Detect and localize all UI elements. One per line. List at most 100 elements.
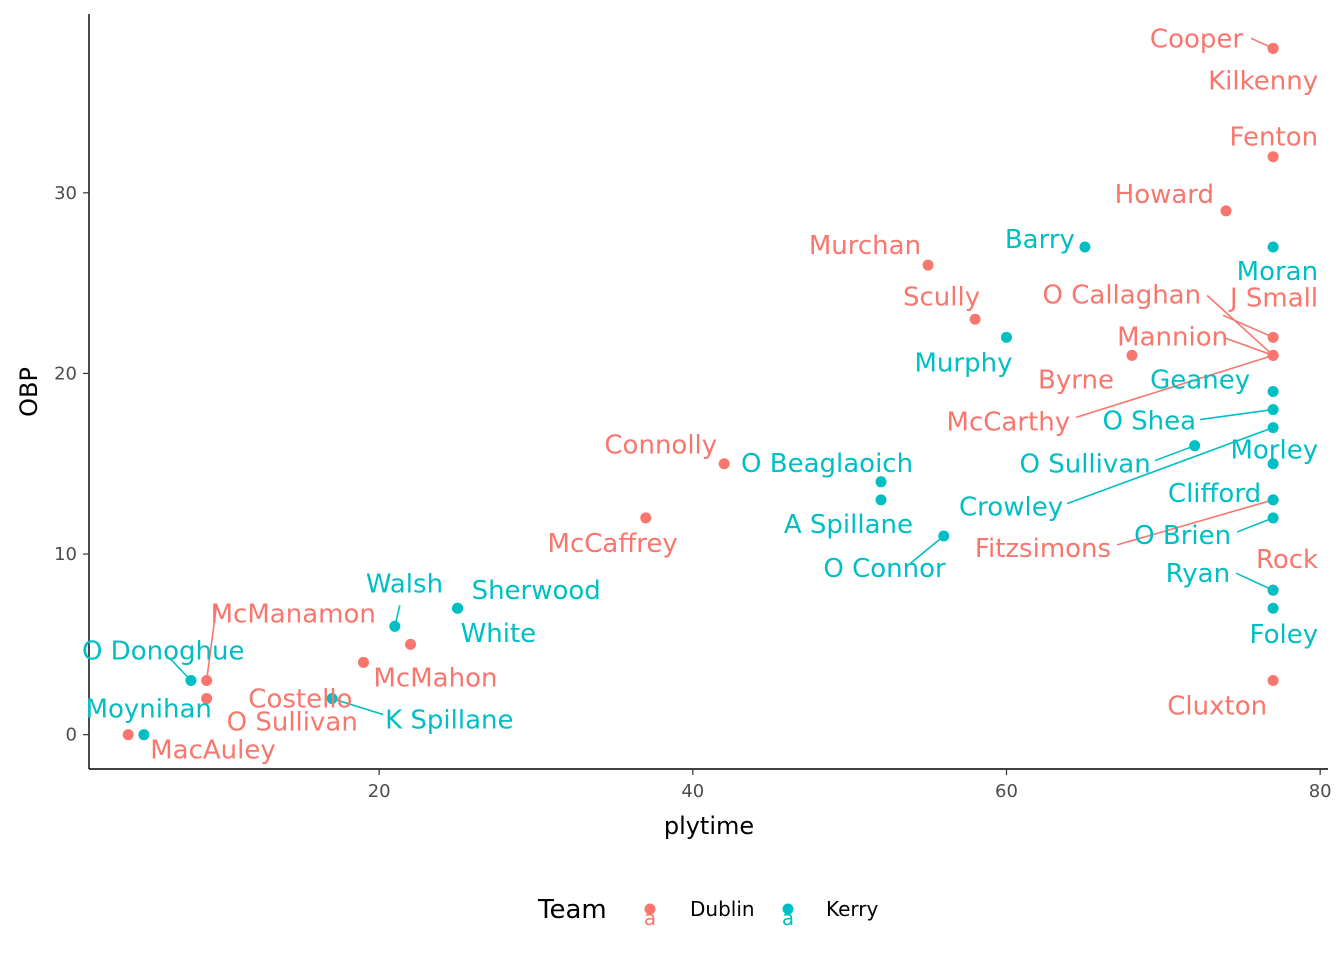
data-point [1126,349,1138,361]
point-label: Walsh [366,569,443,599]
data-point [1267,151,1279,163]
data-point [1267,349,1279,361]
point-label: Morley [1230,436,1318,466]
legend-key-point [644,903,656,915]
point-label: Moynihan [86,695,212,725]
data-point [1267,494,1279,506]
point-label: McMahon [374,663,498,693]
x-tick-label: 80 [1309,781,1332,802]
point-label: McCarthy [947,407,1071,437]
data-point [640,512,652,524]
point-label: Connolly [604,431,717,461]
label-connector [1116,499,1274,546]
point-label: Fenton [1230,123,1319,153]
label-connector [331,697,384,716]
data-point [357,656,369,668]
legend-key-glyph: a [782,906,794,930]
x-tick-label: 20 [368,781,391,802]
data-point [138,729,150,741]
point-label: Kilkenny [1208,66,1318,96]
x-axis-title: plytime [664,812,754,840]
label-connector [1236,517,1274,533]
y-tick-label: 0 [66,725,77,746]
data-point [1220,205,1232,217]
point-label: Murchan [809,231,921,261]
point-label: O Beaglaoich [741,449,913,479]
data-point [1267,241,1279,253]
data-point [1000,331,1012,343]
point-labels: Cooper Kilkenny Fenton Howard Murchan Scully O… [82,24,1318,765]
data-point [201,674,213,686]
legend-key-glyph: a [644,906,656,930]
legend-label: Kerry [826,897,879,921]
data-point [969,313,981,325]
y-axis-title: OBP [15,367,43,417]
point-label: Costello [248,684,352,714]
label-connector [1066,426,1274,505]
data-point [938,530,950,542]
x-tick-label: 60 [995,781,1018,802]
point-label: O Sullivan [1020,450,1151,480]
label-connector [1199,408,1274,421]
point-label: A Spillane [784,510,913,540]
data-point [1267,458,1279,470]
legend-label: Dublin [690,897,755,921]
legend: Team a Dublin a Kerry [537,895,879,930]
data-point [1267,386,1279,397]
data-point [875,476,887,488]
label-connector [1075,354,1274,419]
data-point [1267,331,1279,343]
point-label: McManamon [211,599,376,629]
point-label: Howard [1115,180,1214,210]
data-point [405,638,417,650]
data-points [122,42,1279,741]
point-label: MacAuley [150,736,276,766]
legend-title: Team [537,895,607,925]
data-point [718,458,730,470]
point-label: Ryan [1166,559,1230,589]
point-label: Cooper [1150,24,1243,54]
point-label: J Small [1228,283,1318,313]
point-label: O Shea [1102,407,1196,437]
data-point [201,693,213,705]
point-label: Cluxton [1167,691,1267,721]
point-label: Geaney [1150,366,1250,396]
point-label: Scully [903,282,980,312]
point-label: Barry [1005,225,1075,255]
point-label: Byrne [1038,365,1114,395]
point-label: White [461,619,537,649]
data-point [1267,674,1279,686]
data-point [1189,440,1201,452]
point-label: O Connor [823,554,946,584]
data-point [185,674,197,686]
point-label: Fitzsimons [975,534,1111,564]
data-point [389,620,401,632]
label-connector [1222,314,1274,339]
point-label: Sherwood [472,576,601,606]
legend-key-point [782,903,794,915]
axes: 20 40 60 80 0 10 20 30 [54,14,1332,802]
point-label: Clifford [1168,479,1261,509]
data-point [875,494,887,506]
point-label: O Sullivan [227,708,358,738]
data-point [1267,404,1279,416]
point-label: Murphy [915,348,1013,378]
y-tick-label: 20 [54,363,77,384]
point-label: Mannion [1117,322,1228,352]
data-point [1267,422,1279,434]
data-point [1267,584,1279,596]
label-connector [205,604,218,681]
x-tick-label: 40 [681,781,704,802]
point-label: Crowley [959,493,1063,523]
label-connector [1154,444,1195,462]
label-connector [910,535,945,564]
point-label: McCaffrey [548,529,678,559]
data-point [326,693,338,705]
y-tick-label: 30 [54,183,77,204]
data-point [1267,512,1279,524]
data-point [452,602,464,614]
point-label: O Donoghue [82,636,245,666]
point-label: O Callaghan [1043,280,1202,310]
label-connector [1222,336,1274,357]
point-label: O Brien [1134,521,1231,551]
